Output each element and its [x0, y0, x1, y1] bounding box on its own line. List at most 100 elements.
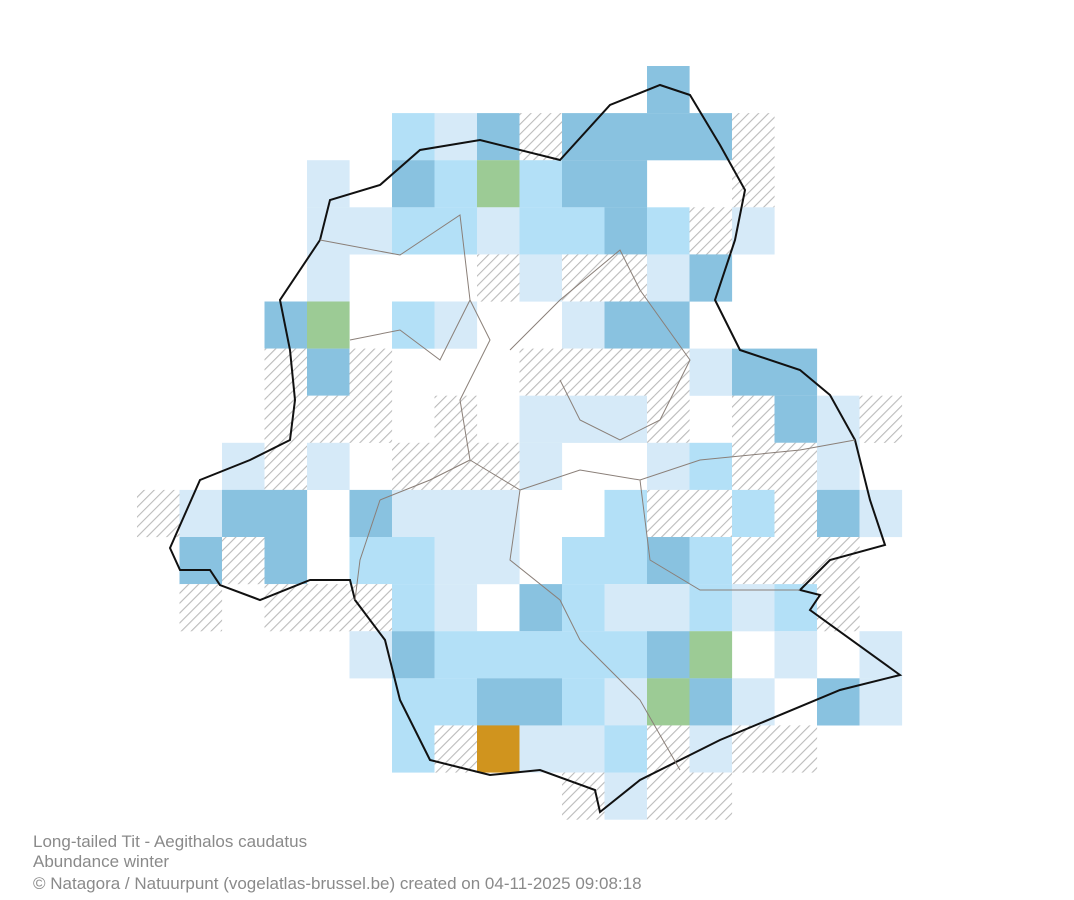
- grid-cell: [179, 489, 223, 538]
- grid-cell: [434, 537, 478, 585]
- grid-cell: [519, 160, 563, 208]
- grid-cell: [477, 442, 520, 490]
- grid-cell: [647, 113, 690, 161]
- grid-cell: [689, 725, 733, 773]
- grid-cell: [859, 678, 903, 726]
- grid-cell: [519, 442, 563, 490]
- grid-cell: [392, 584, 435, 632]
- grid-cell: [647, 489, 690, 538]
- grid-cell: [604, 631, 648, 679]
- grid-cell: [264, 442, 308, 490]
- grid-cell: [562, 348, 605, 396]
- grid-cell: [477, 537, 520, 585]
- grid-cell: [647, 254, 690, 302]
- grid-cell: [562, 725, 605, 773]
- grid-cell: [477, 489, 520, 538]
- grid-cell: [349, 631, 393, 679]
- grid-cell: [392, 113, 435, 161]
- grid-cell: [732, 160, 775, 208]
- grid-cell: [647, 537, 690, 585]
- grid-cell: [349, 537, 393, 585]
- grid-cell: [264, 584, 308, 632]
- grid-cell: [689, 442, 733, 490]
- grid-cell: [817, 442, 860, 490]
- grid-cell: [434, 207, 478, 255]
- grid-cell: [647, 772, 690, 820]
- grid-cell: [392, 631, 435, 679]
- grid-cell: [859, 395, 903, 443]
- grid-cell: [774, 631, 818, 679]
- grid-cell: [519, 113, 563, 161]
- grid-cell: [604, 160, 648, 208]
- grid-cell: [732, 584, 775, 632]
- grid-cell: [392, 160, 435, 208]
- grid-cell: [689, 489, 733, 538]
- grid-cell: [392, 207, 435, 255]
- grid-cell: [477, 678, 520, 726]
- grid-cell: [647, 348, 690, 396]
- grid-cell: [774, 395, 818, 443]
- grid-cell: [477, 254, 520, 302]
- grid-cell: [434, 301, 478, 349]
- grid-cell: [519, 254, 563, 302]
- grid-cell: [562, 207, 605, 255]
- grid-cell: [392, 678, 435, 726]
- grid-cell: [307, 442, 350, 490]
- grid-cell: [264, 537, 308, 585]
- grid-cell: [647, 442, 690, 490]
- grid-cell: [562, 678, 605, 726]
- grid-cell: [477, 725, 520, 773]
- grid-cell: [604, 395, 648, 443]
- grid-cell: [434, 160, 478, 208]
- grid-cell: [477, 160, 520, 208]
- credit: © Natagora / Natuurpunt (vogelatlas-brus…: [33, 874, 642, 893]
- grid-cell: [307, 348, 350, 396]
- grid-cell: [774, 348, 818, 396]
- grid-cell: [647, 584, 690, 632]
- grid-cell: [434, 442, 478, 490]
- grid-cell: [774, 442, 818, 490]
- grid-cell: [732, 348, 775, 396]
- grid-cell: [519, 395, 563, 443]
- grid-cell: [732, 725, 775, 773]
- grid-cell: [392, 725, 435, 773]
- grid-cell: [222, 489, 265, 538]
- grid-cell: [604, 725, 648, 773]
- grid-cell: [349, 584, 393, 632]
- grid-cell: [392, 301, 435, 349]
- grid-cell: [434, 631, 478, 679]
- grid-cell: [604, 584, 648, 632]
- grid-cell: [307, 160, 350, 208]
- grid-cell: [604, 489, 648, 538]
- grid-cell: [732, 395, 775, 443]
- grid-cell: [519, 348, 563, 396]
- grid-cell: [732, 537, 775, 585]
- species-name: Long-tailed Tit - Aegithalos caudatus: [33, 832, 308, 851]
- grid-cell: [562, 395, 605, 443]
- grid-cell: [349, 348, 393, 396]
- grid-cell: [477, 113, 520, 161]
- grid-cell: [732, 678, 775, 726]
- grid-cell: [689, 772, 733, 820]
- grid-cell: [774, 537, 818, 585]
- municipality-borders: [319, 214, 856, 771]
- grid-cell: [689, 584, 733, 632]
- grid-cell: [179, 584, 223, 632]
- grid-cell: [307, 254, 350, 302]
- grid-cell: [349, 489, 393, 538]
- grid-cell: [817, 584, 860, 632]
- grid-cell: [732, 489, 775, 538]
- grid-cell: [392, 537, 435, 585]
- grid-cell: [732, 113, 775, 161]
- grid-cell: [519, 631, 563, 679]
- grid-cell: [477, 207, 520, 255]
- grid-cell: [774, 725, 818, 773]
- grid-cell: [562, 160, 605, 208]
- grid-cell: [477, 631, 520, 679]
- grid-cell: [859, 489, 903, 538]
- grid-cell: [647, 678, 690, 726]
- grid-cell: [264, 348, 308, 396]
- grid-cell: [519, 725, 563, 773]
